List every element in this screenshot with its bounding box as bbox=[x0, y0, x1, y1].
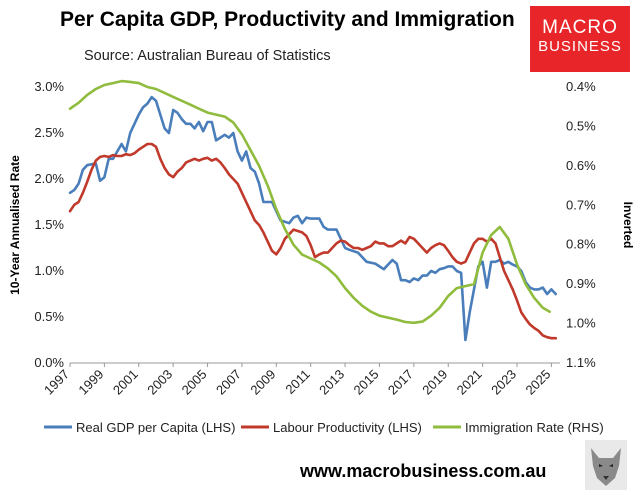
right-tick-label: 0.7% bbox=[566, 197, 596, 212]
immigration-series-line bbox=[68, 79, 552, 325]
productivity-series-line bbox=[68, 142, 558, 340]
right-tick-label: 1.1% bbox=[566, 355, 596, 370]
right-tick-label: 0.4% bbox=[566, 79, 596, 94]
x-tick-label: 2007 bbox=[213, 367, 244, 398]
x-tick-label: 2009 bbox=[247, 367, 278, 398]
right-tick-label: 0.6% bbox=[566, 158, 596, 173]
legend-label-immigration: Immigration Rate (RHS) bbox=[465, 420, 604, 435]
x-tick-label: 2019 bbox=[419, 367, 450, 398]
x-tick-label: 2023 bbox=[488, 367, 519, 398]
x-tick-label: 2021 bbox=[454, 367, 485, 398]
logo-line-1: MACRO bbox=[542, 17, 618, 38]
line-chart: 0.0% 0.5% 1.0% 1.5% 2.0% 2.5% 3.0% 0.4% 0.5% 0.6… bbox=[8, 79, 635, 435]
chart-title: Per Capita GDP, Productivity and Immigra… bbox=[60, 8, 515, 31]
logo-line-2: BUSINESS bbox=[538, 38, 622, 55]
x-tick-label: 2011 bbox=[282, 367, 312, 397]
left-axis-title: 10-Year Annualised Rate bbox=[8, 155, 22, 295]
x-tick-label: 2005 bbox=[179, 367, 210, 398]
x-tick-label: 2003 bbox=[144, 367, 175, 398]
footer-url[interactable]: www.macrobusiness.com.au bbox=[300, 461, 547, 481]
right-tick-label: 0.8% bbox=[566, 237, 596, 252]
chart-subtitle: Source: Australian Bureau of Statistics bbox=[84, 48, 331, 64]
x-axis: 1997 1999 2001 2003 2005 2007 2009 2011 2013 2015… bbox=[41, 363, 554, 398]
left-tick-label: 0.0% bbox=[34, 355, 64, 370]
x-tick-label: 1997 bbox=[41, 367, 72, 398]
right-tick-label: 0.9% bbox=[566, 276, 596, 291]
legend-label-productivity: Labour Productivity (LHS) bbox=[273, 420, 422, 435]
x-tick-label: 2017 bbox=[385, 367, 416, 398]
left-tick-label: 2.5% bbox=[34, 125, 64, 140]
x-tick-label: 1999 bbox=[75, 367, 106, 398]
left-tick-label: 0.5% bbox=[34, 309, 64, 324]
left-axis: 0.0% 0.5% 1.0% 1.5% 2.0% 2.5% 3.0% bbox=[34, 79, 64, 370]
left-tick-label: 1.5% bbox=[34, 217, 64, 232]
x-tick-label: 2015 bbox=[351, 367, 382, 398]
legend: Real GDP per Capita (LHS) Labour Product… bbox=[44, 420, 604, 435]
x-tick-label: 2013 bbox=[316, 367, 347, 398]
left-tick-label: 3.0% bbox=[34, 79, 64, 94]
right-axis-title: Inverted bbox=[621, 202, 635, 249]
right-tick-label: 0.5% bbox=[566, 118, 596, 133]
macrobusiness-logo: MACRO BUSINESS bbox=[530, 6, 630, 72]
right-tick-label: 1.0% bbox=[566, 316, 596, 331]
left-tick-label: 2.0% bbox=[34, 171, 64, 186]
wolf-logo-icon bbox=[585, 440, 627, 490]
left-tick-label: 1.0% bbox=[34, 263, 64, 278]
legend-label-gdp: Real GDP per Capita (LHS) bbox=[76, 420, 235, 435]
right-axis: 0.4% 0.5% 0.6% 0.7% 0.8% 0.9% 1.0% 1.1% bbox=[566, 79, 596, 370]
plot-area bbox=[70, 87, 560, 363]
series-layer bbox=[68, 79, 558, 342]
x-tick-label: 2001 bbox=[110, 367, 141, 398]
x-tick-label: 2025 bbox=[522, 367, 553, 398]
